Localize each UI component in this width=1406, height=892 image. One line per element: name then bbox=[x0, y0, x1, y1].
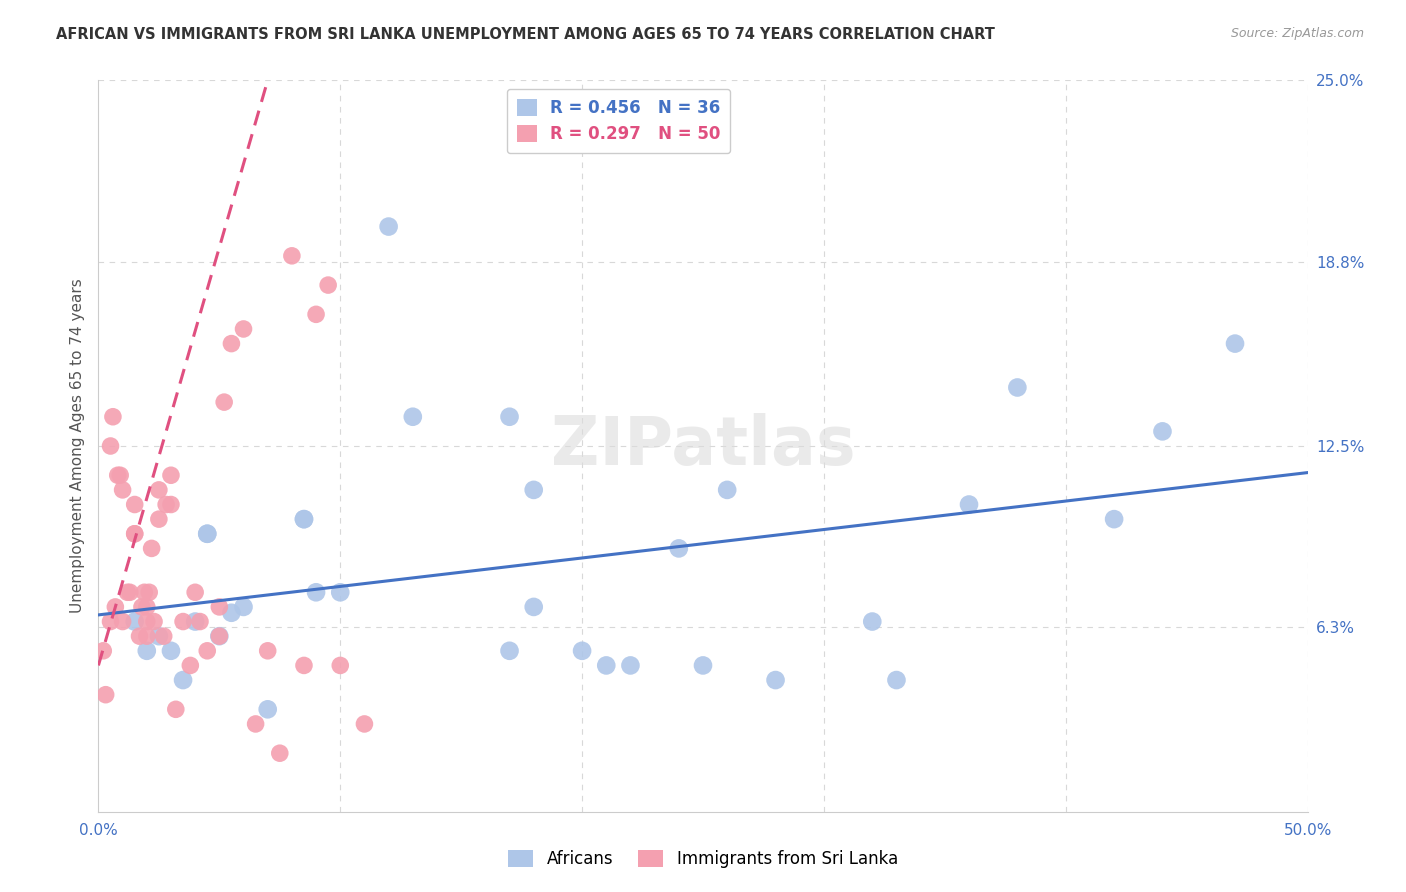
Point bbox=[195, 526, 218, 541]
Point bbox=[256, 644, 278, 658]
Point bbox=[765, 673, 787, 687]
Point bbox=[208, 629, 231, 643]
Point bbox=[1102, 512, 1125, 526]
Point bbox=[208, 629, 231, 643]
Point bbox=[131, 599, 153, 614]
Point bbox=[172, 673, 194, 687]
Point bbox=[128, 629, 150, 643]
Point bbox=[886, 673, 908, 687]
Point bbox=[716, 483, 738, 497]
Point bbox=[160, 498, 183, 512]
Point bbox=[108, 468, 131, 483]
Point bbox=[212, 395, 235, 409]
Point bbox=[402, 409, 425, 424]
Point bbox=[135, 644, 157, 658]
Point bbox=[124, 615, 146, 629]
Point bbox=[292, 512, 315, 526]
Point bbox=[104, 599, 127, 614]
Text: Source: ZipAtlas.com: Source: ZipAtlas.com bbox=[1230, 27, 1364, 40]
Point bbox=[232, 599, 254, 614]
Text: ZIPatlas: ZIPatlas bbox=[551, 413, 855, 479]
Point bbox=[179, 658, 201, 673]
Point bbox=[523, 483, 546, 497]
Point bbox=[111, 483, 134, 497]
Point bbox=[94, 688, 117, 702]
Point bbox=[135, 615, 157, 629]
Point bbox=[668, 541, 690, 556]
Point bbox=[692, 658, 714, 673]
Point bbox=[329, 658, 352, 673]
Point bbox=[329, 585, 352, 599]
Point bbox=[135, 599, 157, 614]
Point bbox=[619, 658, 641, 673]
Point bbox=[221, 336, 243, 351]
Point bbox=[135, 629, 157, 643]
Text: AFRICAN VS IMMIGRANTS FROM SRI LANKA UNEMPLOYMENT AMONG AGES 65 TO 74 YEARS CORR: AFRICAN VS IMMIGRANTS FROM SRI LANKA UNE… bbox=[56, 27, 995, 42]
Point bbox=[160, 644, 183, 658]
Point bbox=[208, 599, 231, 614]
Point bbox=[160, 468, 183, 483]
Point bbox=[143, 615, 166, 629]
Point bbox=[124, 498, 146, 512]
Point bbox=[1223, 336, 1246, 351]
Point bbox=[152, 629, 174, 643]
Point bbox=[100, 615, 122, 629]
Point bbox=[195, 526, 218, 541]
Point bbox=[91, 644, 114, 658]
Point bbox=[184, 585, 207, 599]
Point bbox=[1007, 380, 1029, 394]
Point bbox=[860, 615, 883, 629]
Point bbox=[498, 644, 520, 658]
Point bbox=[523, 599, 546, 614]
Point bbox=[292, 512, 315, 526]
Point bbox=[281, 249, 304, 263]
Point bbox=[111, 615, 134, 629]
Point bbox=[316, 278, 339, 293]
Point bbox=[305, 585, 328, 599]
Point bbox=[957, 498, 980, 512]
Point bbox=[155, 498, 177, 512]
Point bbox=[256, 702, 278, 716]
Point bbox=[1152, 425, 1174, 439]
Point bbox=[245, 717, 267, 731]
Point bbox=[377, 219, 399, 234]
Point bbox=[117, 585, 139, 599]
Point bbox=[101, 409, 124, 424]
Point bbox=[498, 409, 520, 424]
Point bbox=[165, 702, 187, 716]
Point bbox=[148, 512, 170, 526]
Point bbox=[134, 585, 156, 599]
Point bbox=[353, 717, 375, 731]
Legend: Africans, Immigrants from Sri Lanka: Africans, Immigrants from Sri Lanka bbox=[502, 843, 904, 875]
Y-axis label: Unemployment Among Ages 65 to 74 years: Unemployment Among Ages 65 to 74 years bbox=[69, 278, 84, 614]
Point bbox=[172, 615, 194, 629]
Point bbox=[124, 526, 146, 541]
Legend: R = 0.456   N = 36, R = 0.297   N = 50: R = 0.456 N = 36, R = 0.297 N = 50 bbox=[506, 88, 730, 153]
Point bbox=[141, 541, 163, 556]
Point bbox=[107, 468, 129, 483]
Point bbox=[195, 644, 218, 658]
Point bbox=[571, 644, 593, 658]
Point bbox=[188, 615, 211, 629]
Point bbox=[269, 746, 291, 760]
Point bbox=[148, 629, 170, 643]
Point bbox=[184, 615, 207, 629]
Point bbox=[100, 439, 122, 453]
Point bbox=[148, 483, 170, 497]
Point bbox=[595, 658, 617, 673]
Point bbox=[292, 658, 315, 673]
Point bbox=[138, 585, 160, 599]
Point bbox=[124, 526, 146, 541]
Point bbox=[221, 606, 243, 620]
Point bbox=[305, 307, 328, 321]
Point bbox=[232, 322, 254, 336]
Point bbox=[118, 585, 141, 599]
